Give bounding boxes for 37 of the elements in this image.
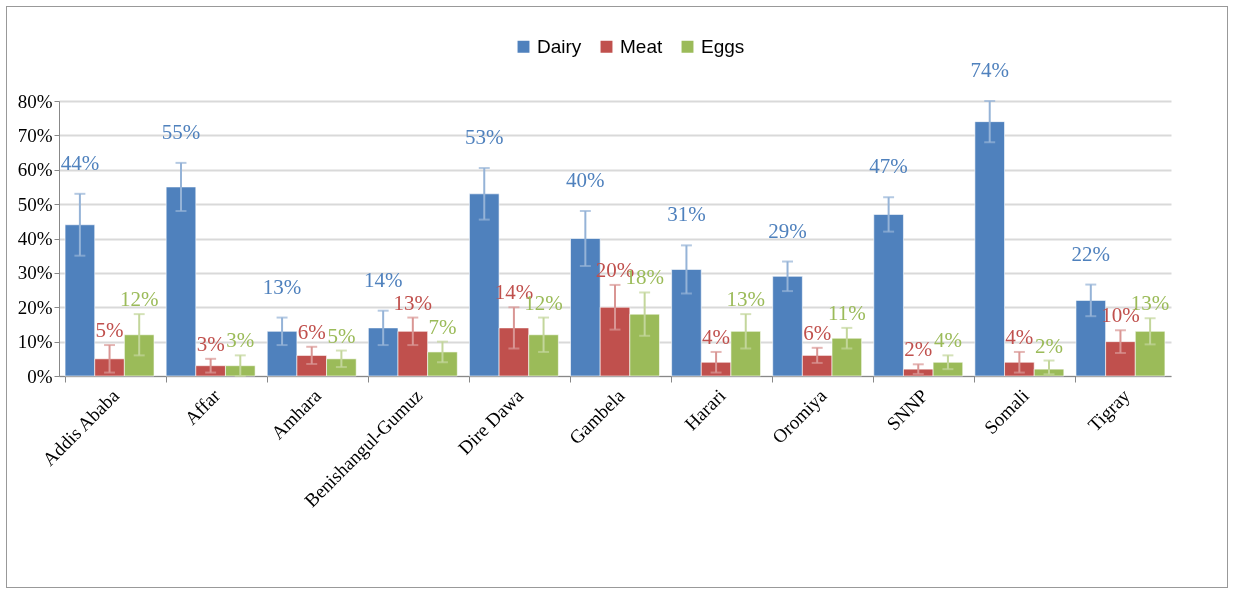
data-label: 12% [119, 287, 159, 312]
data-label: 47% [869, 154, 908, 179]
y-tick-label: 30% [17, 262, 53, 284]
y-tick-label: 70% [17, 124, 53, 146]
legend-label: Dairy [537, 35, 582, 57]
legend-label: Meat [620, 35, 663, 57]
data-label: 2% [1035, 333, 1064, 358]
data-label: 53% [465, 125, 504, 150]
data-label: 4% [702, 324, 731, 349]
legend-label: Eggs [701, 35, 745, 57]
data-label: 44% [60, 150, 100, 175]
data-label: 2% [904, 337, 933, 362]
y-tick-label: 60% [17, 159, 53, 181]
y-tick-label: 0% [27, 365, 53, 387]
data-label: 13% [726, 287, 765, 312]
y-tick-label: 10% [17, 331, 53, 353]
y-tick-label: 20% [17, 296, 53, 318]
data-label: 74% [970, 58, 1009, 82]
data-label: 29% [768, 218, 807, 243]
y-tick-label: 50% [17, 193, 53, 215]
data-label: 13% [393, 290, 433, 315]
data-label: 40% [566, 168, 605, 192]
data-label: 13% [262, 274, 302, 299]
data-label: 4% [1005, 324, 1034, 349]
data-label: 3% [196, 331, 225, 356]
y-tick-label: 40% [17, 228, 53, 249]
data-label: 6% [297, 319, 326, 344]
data-label: 31% [667, 202, 706, 227]
data-label: 5% [95, 318, 124, 343]
data-label: 7% [428, 314, 457, 339]
data-label: 4% [933, 328, 962, 353]
data-label: 55% [161, 119, 201, 144]
data-label: 3% [226, 328, 255, 353]
data-label: 22% [1071, 241, 1111, 266]
y-tick-label: 80% [17, 90, 53, 112]
data-label: 5% [327, 323, 356, 348]
data-label: 14% [363, 267, 403, 292]
